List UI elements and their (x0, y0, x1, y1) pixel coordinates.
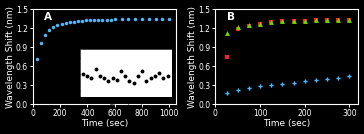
X-axis label: Time (sec): Time (sec) (81, 119, 128, 129)
Text: A: A (44, 12, 52, 22)
Y-axis label: Wavelength Shift (nm): Wavelength Shift (nm) (188, 6, 197, 108)
Y-axis label: Wavelength Shift (nm): Wavelength Shift (nm) (5, 6, 15, 108)
X-axis label: Time (sec): Time (sec) (263, 119, 310, 129)
Text: B: B (227, 12, 235, 22)
